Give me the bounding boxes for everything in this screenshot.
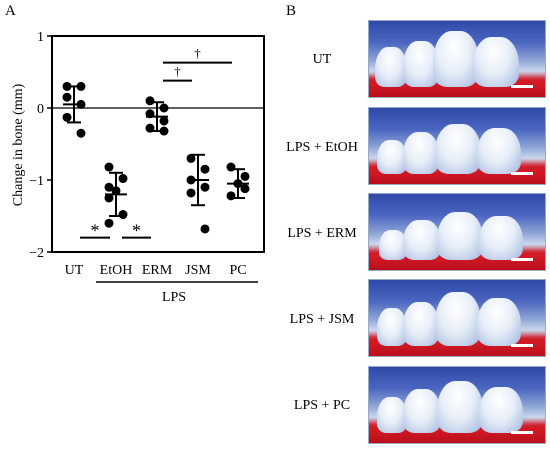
x-tick-label: JSM (185, 263, 211, 278)
x-tick-label: PC (229, 263, 246, 278)
data-point (62, 112, 72, 122)
data-point (76, 128, 86, 138)
significance-marker: † (174, 64, 181, 79)
data-point (104, 182, 114, 192)
data-point (186, 188, 196, 198)
scale-bar (511, 172, 533, 175)
y-axis-label: Change in bone (mm) (11, 83, 26, 206)
scale-bar (511, 344, 533, 347)
data-point (118, 210, 128, 220)
data-point (118, 174, 128, 184)
panel-label-a: A (5, 3, 16, 19)
x-tick-label: EtOH (100, 263, 133, 278)
plot-frame (51, 35, 265, 253)
x-tick-label: ERM (142, 263, 173, 278)
data-point (104, 162, 114, 172)
y-tick-label: −1 (29, 174, 44, 189)
y-tick-label: 0 (37, 102, 44, 117)
data-point (186, 153, 196, 163)
row-label-ut: UT (312, 52, 332, 67)
significance-marker: * (132, 221, 141, 241)
row-label-lps-jsm: LPS + JSM (289, 312, 355, 327)
significance-marker: † (194, 46, 201, 61)
data-point (159, 103, 169, 113)
row-label-lps-etoh: LPS + EtOH (286, 140, 358, 155)
x-tick-label: UT (65, 263, 84, 278)
tooth-photo-lps-erm (368, 193, 546, 271)
data-point (240, 171, 250, 181)
lps-group-label: LPS (162, 290, 186, 305)
data-point (200, 224, 210, 234)
y-tick-label: −2 (29, 246, 44, 261)
tooth-photo-lps-jsm (368, 279, 546, 357)
tooth-photo-lps-pc (368, 366, 546, 444)
row-label-lps-pc: LPS + PC (293, 398, 351, 413)
tooth-photo-ut (368, 20, 546, 98)
data-point (240, 184, 250, 194)
data-point (159, 116, 169, 126)
data-point (145, 96, 155, 106)
data-point (104, 193, 114, 203)
chart-axes: 1 0 −1 −2 UT EtOH ERM JSM PC (29, 30, 265, 283)
row-label-lps-erm: LPS + ERM (287, 226, 357, 241)
data-point (62, 92, 72, 102)
chart-marks: * * † † (62, 46, 250, 241)
bone-change-chart: 1 0 −1 −2 UT EtOH ERM JSM PC * * † † Change in bone… (11, 30, 265, 305)
scale-bar (511, 431, 533, 434)
y-tick-label: 1 (37, 30, 44, 45)
tooth-photo-lps-etoh (368, 107, 546, 185)
significance-marker: * (91, 221, 100, 241)
data-point (200, 182, 210, 192)
data-point (104, 218, 114, 228)
panel-label-b: B (286, 3, 297, 19)
data-point (200, 164, 210, 174)
scale-bar (511, 258, 533, 261)
scale-bar (511, 85, 533, 88)
